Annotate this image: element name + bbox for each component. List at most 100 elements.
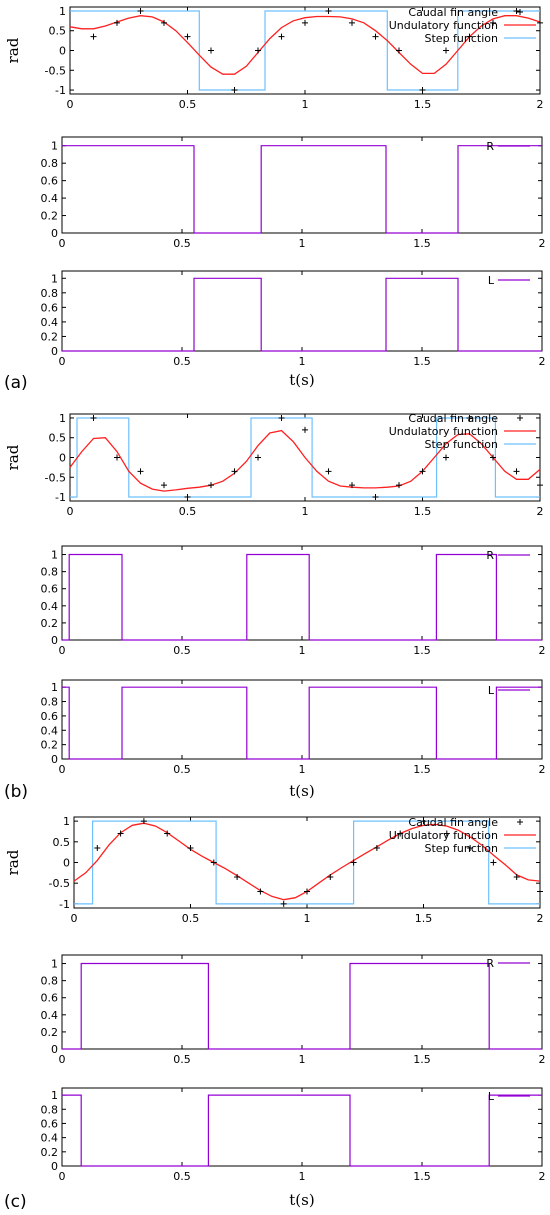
data-point [184, 494, 191, 501]
y-tick-label: 1 [51, 272, 58, 285]
data-point [443, 454, 449, 461]
data-point [208, 47, 214, 54]
x-tick-label: 1 [299, 763, 306, 776]
data-point [278, 414, 285, 421]
chart-9: 0 0.5 1 1.5 210.80.60.40.20t(s)L [41, 1087, 546, 1209]
y-tick-label: 0.4 [41, 600, 59, 613]
x-tick-label: 2 [537, 912, 544, 925]
data-point [537, 19, 543, 26]
series-line-r [62, 962, 542, 1050]
data-point [349, 482, 355, 489]
y-tick-label: 0.2 [41, 1026, 59, 1039]
data-point [257, 888, 264, 895]
y-tick-label: 0.4 [41, 1132, 59, 1145]
y-tick-label: 1 [59, 412, 66, 425]
x-tick-label: 0 [67, 505, 74, 518]
x-tick-label: 1.5 [413, 1170, 431, 1183]
data-point [372, 494, 379, 501]
y-tick-label: 0 [63, 857, 70, 870]
x-tick-label: 0.5 [173, 644, 191, 657]
x-tick-label: 0.5 [182, 912, 200, 925]
y-tick-label: 0 [51, 634, 58, 647]
x-tick-label: 1 [299, 1053, 306, 1066]
x-tick-label: 1.5 [415, 912, 433, 925]
data-point [231, 87, 238, 94]
series-line-l [62, 686, 542, 760]
y-tick-label: 0.8 [41, 287, 59, 300]
data-point [137, 468, 144, 475]
y-tick-label: 0.2 [41, 617, 59, 630]
data-point [278, 33, 285, 40]
y-tick-label: 0 [51, 1160, 58, 1173]
y-tick-label: 0.2 [41, 210, 59, 223]
y-tick-label: 0.5 [49, 25, 67, 38]
y-tick-label: 0.8 [41, 696, 59, 709]
data-point [419, 468, 426, 475]
legend-label: Undulatory function [389, 829, 498, 842]
data-point [325, 468, 332, 475]
x-axis-label: t(s) [289, 782, 314, 800]
data-point [137, 7, 144, 14]
y-tick-label: 0 [51, 345, 58, 358]
y-axis-label: rad [4, 849, 22, 875]
x-tick-label: 1 [302, 505, 309, 518]
x-tick-label: 0.5 [179, 98, 197, 111]
x-tick-label: 1.5 [413, 237, 431, 250]
data-point [373, 845, 380, 852]
data-point [396, 47, 402, 54]
data-point [117, 830, 124, 837]
data-point [397, 830, 404, 837]
data-point [210, 859, 217, 866]
y-tick-label: 1 [51, 1089, 58, 1102]
y-tick-label: 0.8 [41, 566, 59, 579]
legend-label: Step function [425, 842, 499, 855]
legend-label: L [488, 684, 495, 697]
x-tick-label: 0 [59, 644, 66, 657]
legend-label: Caudal fin angle [408, 816, 498, 829]
data-point [90, 414, 97, 421]
data-point [396, 482, 402, 489]
y-tick-label: 0 [51, 1043, 58, 1056]
x-axis-label: t(s) [289, 371, 314, 389]
y-tick-label: 0.4 [41, 724, 59, 737]
y-tick-label: 0.6 [41, 710, 59, 723]
data-point [140, 818, 147, 825]
x-tick-label: 0.5 [173, 237, 191, 250]
data-point [466, 33, 473, 40]
data-point [114, 19, 120, 26]
y-tick-label: 1 [51, 958, 58, 971]
data-point [114, 454, 120, 461]
y-tick-label: 0.4 [41, 1009, 59, 1022]
data-point [537, 482, 543, 489]
x-tick-label: 2 [539, 763, 546, 776]
x-axis-label: t(s) [289, 1191, 314, 1209]
x-tick-label: 0 [67, 98, 74, 111]
series-line-l [62, 277, 542, 352]
data-point [349, 19, 355, 26]
y-tick-label: -1 [59, 898, 70, 911]
series-line-l [62, 1094, 542, 1167]
data-point [90, 33, 97, 40]
x-tick-label: 1 [299, 644, 306, 657]
x-tick-label: 2 [539, 355, 546, 368]
x-tick-label: 1 [304, 912, 311, 925]
x-tick-label: 1.5 [414, 98, 432, 111]
data-point [255, 454, 261, 461]
data-point [280, 900, 287, 907]
x-tick-label: 2 [539, 1170, 546, 1183]
y-tick-label: 0 [51, 227, 58, 240]
data-point [184, 33, 191, 40]
x-tick-label: 0.5 [173, 1170, 191, 1183]
y-axis-label: rad [4, 37, 22, 63]
y-tick-label: 0.5 [49, 432, 67, 445]
data-point [443, 830, 450, 837]
data-point [513, 468, 520, 475]
series-line-r [62, 553, 542, 641]
data-point [255, 47, 261, 54]
y-tick-label: 1 [63, 815, 70, 828]
y-axis-label: rad [4, 444, 22, 470]
chart-2: 0 0.5 1 1.5 2 1 0.8 0.6 0.4 0.2 0 R [41, 136, 546, 250]
